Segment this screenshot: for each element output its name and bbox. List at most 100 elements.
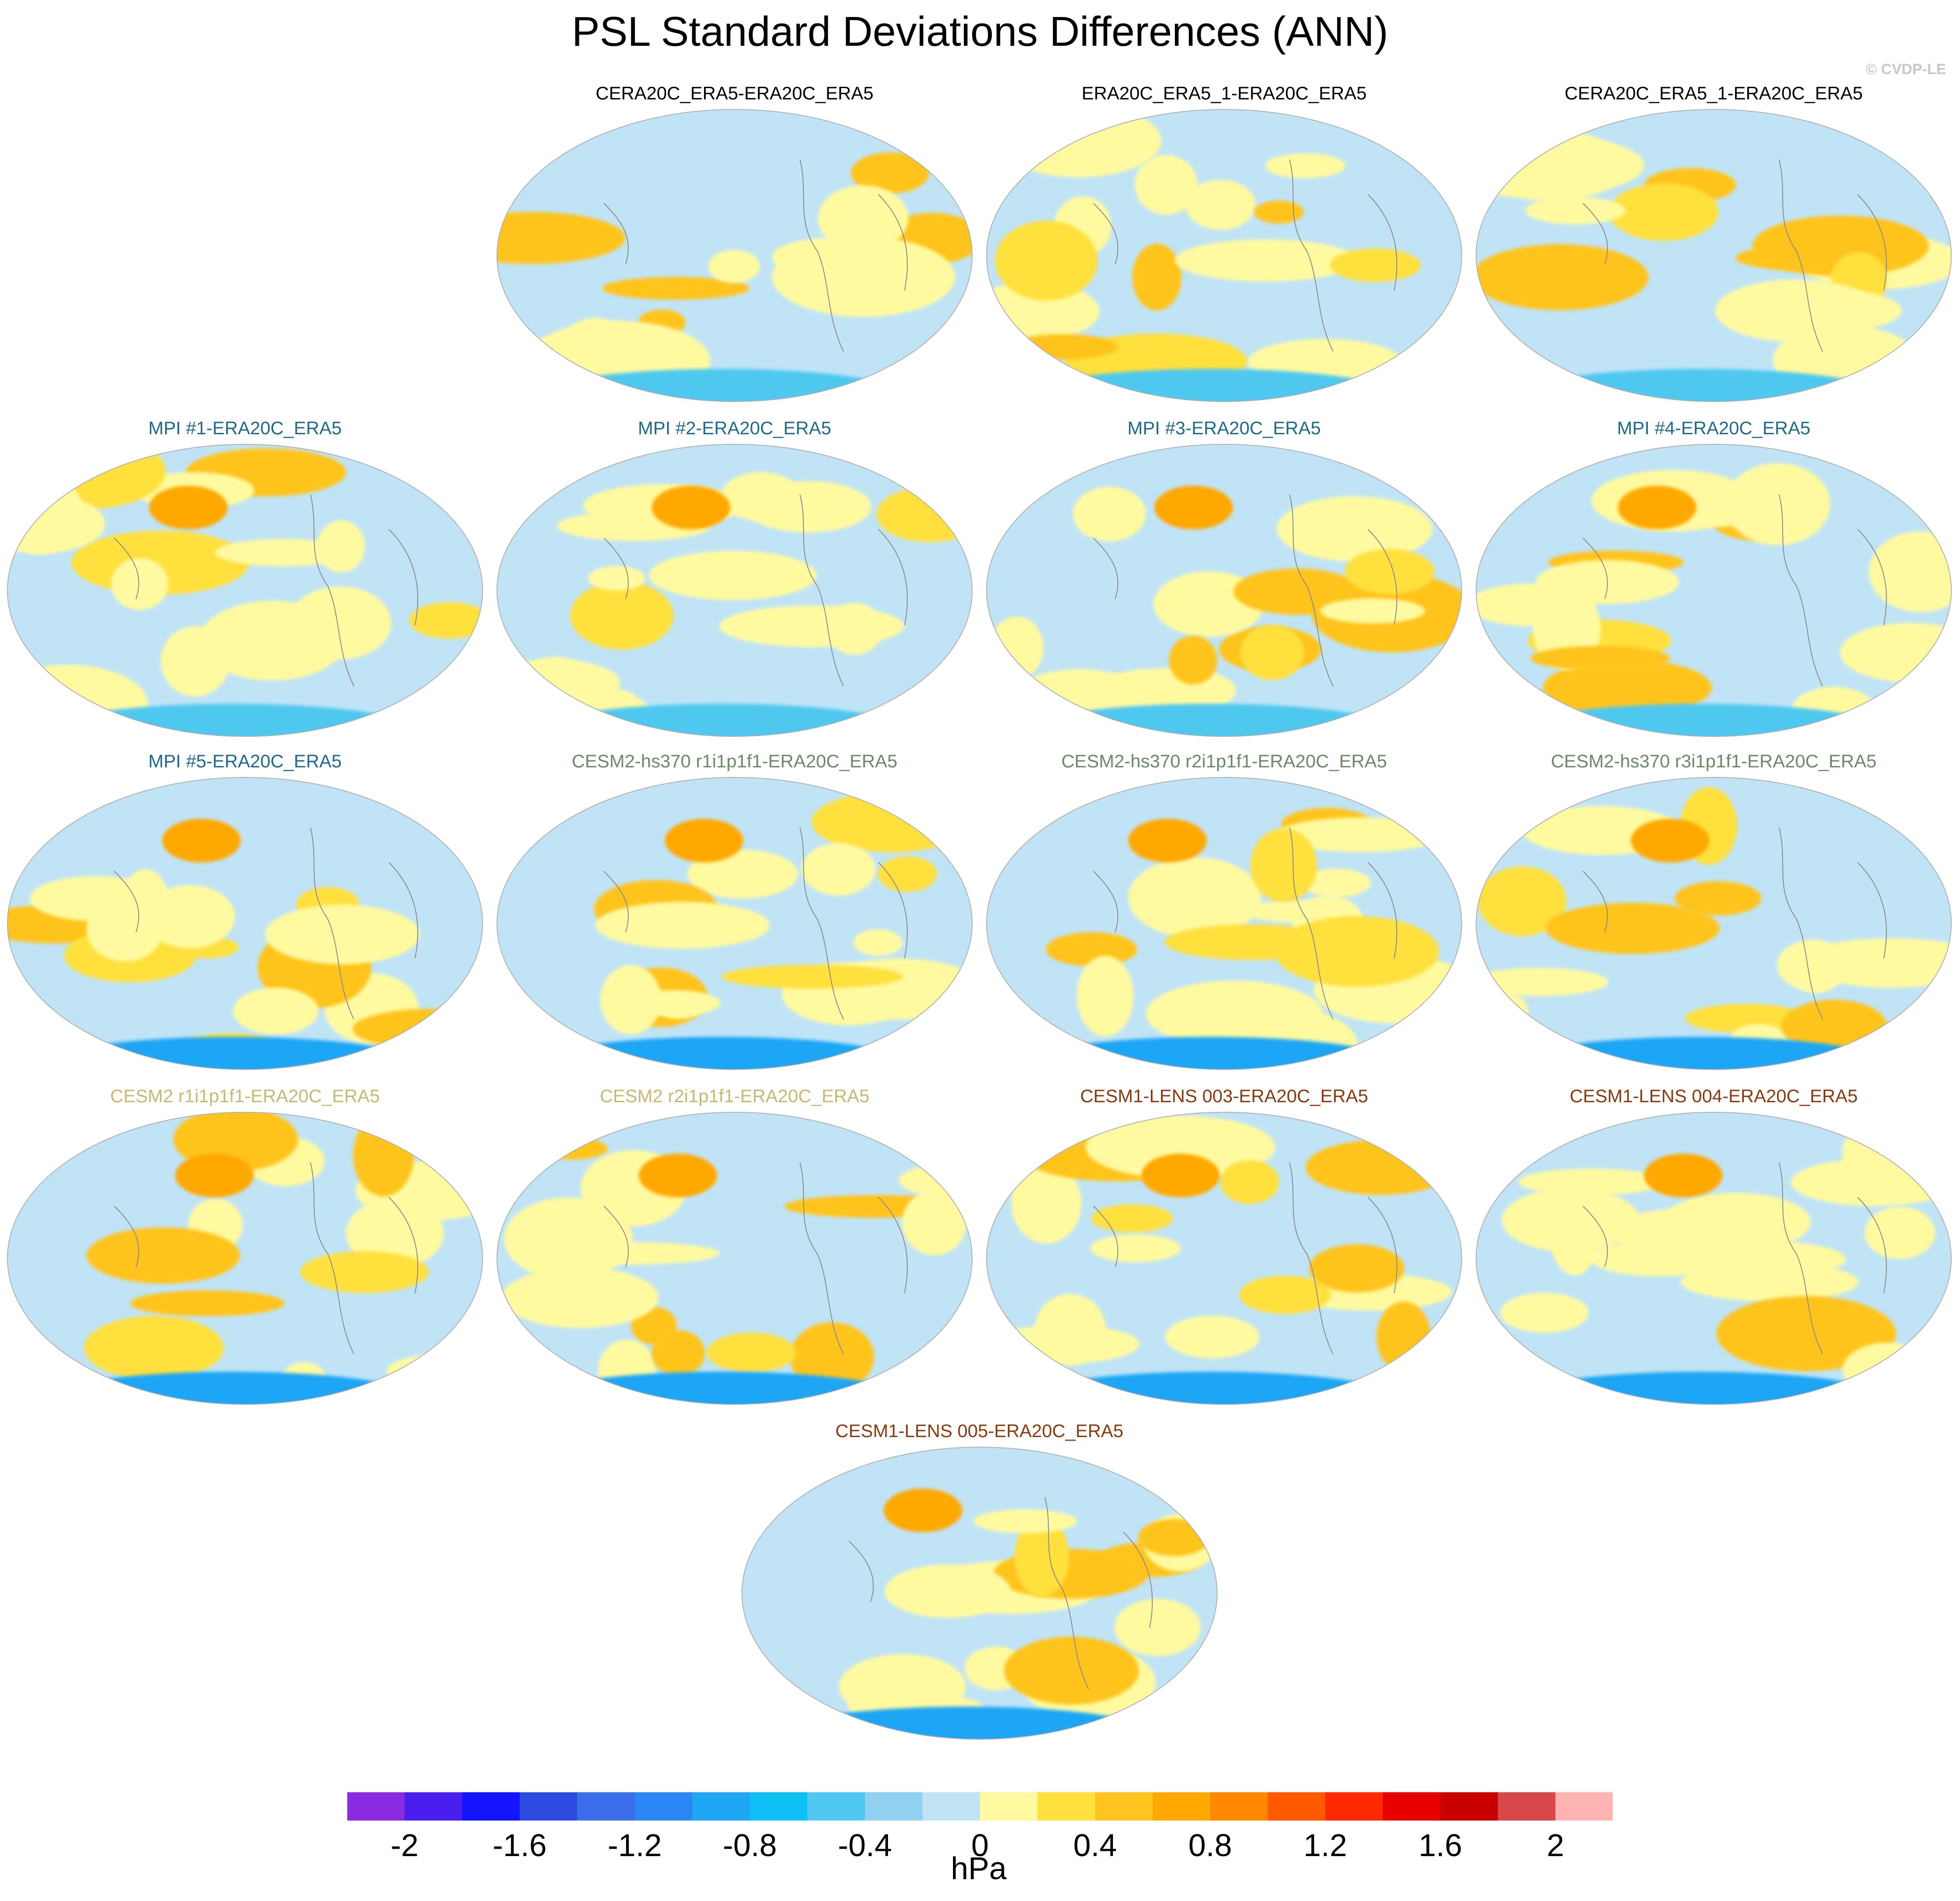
colorbar-swatch <box>750 1792 808 1821</box>
map-field <box>1476 1112 1952 1405</box>
colorbar-swatch <box>1555 1792 1613 1821</box>
anomaly-region <box>1674 881 1762 916</box>
panel-title: MPI #4-ERA20C_ERA5 <box>1617 418 1810 438</box>
anomaly-region <box>707 1332 796 1373</box>
map-outline <box>7 777 483 1070</box>
map-outline <box>986 109 1462 402</box>
anomaly-region <box>1500 1292 1589 1333</box>
map-outline <box>986 777 1462 1070</box>
anomaly-region <box>1011 1163 1082 1244</box>
anomaly-region <box>839 1654 966 1719</box>
anomaly-region <box>595 902 770 949</box>
map-panel: CERA20C_ERA5-ERA20C_ERA5 <box>495 83 974 414</box>
anomaly-region <box>145 885 235 948</box>
map-panel: CESM1-LENS 005-ERA20C_ERA5 <box>740 1421 1219 1752</box>
colorbar-tick-label: -1.6 <box>492 1828 547 1863</box>
colorbar-swatch <box>865 1792 923 1821</box>
panel-title: CESM2 r2i1p1f1-ERA20C_ERA5 <box>599 1086 870 1106</box>
coastline <box>848 1497 1153 1690</box>
panel-title: CESM1-LENS 003-ERA20C_ERA5 <box>1080 1086 1368 1106</box>
colorbar-swatch <box>1383 1792 1441 1821</box>
coastline <box>603 1162 908 1355</box>
anomaly-region <box>1265 153 1346 178</box>
anomaly-region <box>801 843 876 896</box>
map-field <box>7 444 483 737</box>
map-outline <box>986 444 1462 737</box>
anomaly-region <box>1478 866 1567 936</box>
anomaly-region <box>300 1251 429 1293</box>
colorbar-swatch <box>577 1792 635 1821</box>
colorbar-tick-label: 0.4 <box>1073 1828 1117 1863</box>
anomaly-region <box>1077 956 1134 1037</box>
map-panel: MPI #1-ERA20C_ERA5 <box>5 418 485 749</box>
anomaly-region <box>1302 869 1371 897</box>
anomaly-core <box>639 1154 717 1197</box>
anomaly-region <box>1233 568 1360 615</box>
anomaly-region <box>721 964 903 989</box>
map-panel: CESM2-hs370 r1i1p1f1-ERA20C_ERA5 <box>495 751 974 1082</box>
anomaly-region <box>1240 625 1304 680</box>
anomaly-region <box>772 237 956 317</box>
anomaly-region <box>409 602 483 639</box>
anomaly-region <box>687 849 798 899</box>
anomaly-region <box>429 1362 473 1397</box>
map-outline <box>497 1112 973 1405</box>
colorbar-tick-label: 0 <box>971 1828 989 1863</box>
anomaly-region <box>1165 1315 1260 1359</box>
anomaly-region <box>1132 243 1182 311</box>
southern-ocean-band <box>1028 369 1394 402</box>
colorbar-swatch <box>1268 1792 1326 1821</box>
anomaly-region <box>515 656 595 732</box>
map-field <box>986 777 1462 1070</box>
colorbar-swatch <box>405 1792 463 1821</box>
southern-ocean-band <box>538 369 905 402</box>
colorbar-swatch <box>347 1792 405 1821</box>
colorbar-tick-label: -0.8 <box>722 1828 777 1863</box>
anomaly-region <box>990 617 1044 679</box>
map-field <box>497 1112 973 1405</box>
coastline <box>1093 494 1398 687</box>
anomaly-region <box>1658 1240 1847 1279</box>
panel-title: CESM2-hs370 r3i1p1f1-ERA20C_ERA5 <box>1551 751 1877 771</box>
anomaly-core <box>1618 486 1696 529</box>
southern-ocean-band <box>538 1372 905 1404</box>
anomaly-region <box>1185 180 1256 230</box>
anomaly-region <box>1809 944 1951 988</box>
colorbar-units: hPa <box>950 1851 1007 1886</box>
anomaly-core <box>883 1489 962 1532</box>
anomaly-region <box>1091 1204 1173 1233</box>
southern-ocean-band <box>49 704 415 736</box>
map-field <box>1476 777 1952 1070</box>
map-outline <box>7 1112 483 1405</box>
anomaly-region <box>987 1325 1140 1364</box>
map-panel: ERA20C_ERA5_1-ERA20C_ERA5 <box>984 83 1464 414</box>
colorbar-tick-label: 1.6 <box>1418 1828 1463 1863</box>
map-outline <box>741 1447 1218 1740</box>
anomaly-region <box>497 211 626 264</box>
anomaly-region <box>1476 130 1627 201</box>
anomaly-region <box>1376 1301 1431 1373</box>
anomaly-region <box>1716 1296 1896 1372</box>
map-field <box>497 444 973 737</box>
anomaly-region <box>233 988 319 1035</box>
anomaly-region <box>1169 636 1218 685</box>
southern-ocean-band <box>1028 704 1394 736</box>
colorbar-tick-label: 2 <box>1546 1828 1565 1863</box>
anomaly-region <box>588 566 645 591</box>
anomaly-region <box>996 109 1161 177</box>
map-panel: CERA20C_ERA5_1-ERA20C_ERA5 <box>1474 83 1953 414</box>
anomaly-region <box>1842 1342 1932 1397</box>
coastline <box>114 1162 419 1355</box>
anomaly-region <box>1684 1004 1808 1033</box>
anomaly-region <box>86 896 163 962</box>
anomaly-region <box>1478 991 1528 1034</box>
anomaly-region <box>1330 248 1421 282</box>
anomaly-region <box>1276 496 1433 562</box>
map-field <box>986 109 1462 402</box>
anomaly-region <box>1090 1234 1181 1263</box>
map-outline <box>497 777 973 1070</box>
anomaly-region <box>199 600 346 681</box>
anomaly-region <box>649 551 817 600</box>
panel-title: MPI #1-ERA20C_ERA5 <box>148 418 342 438</box>
map-outline <box>7 444 483 737</box>
